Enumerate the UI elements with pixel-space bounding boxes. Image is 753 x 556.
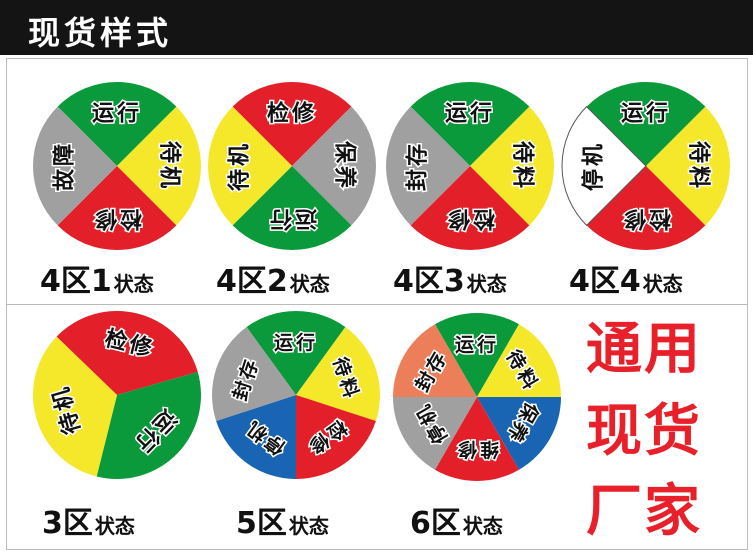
disc-segment <box>410 166 530 251</box>
disc-segment <box>232 82 352 166</box>
caption-suffix: 状态 <box>462 514 503 538</box>
disc-segment <box>386 106 470 226</box>
segment-label: 封存 <box>404 141 430 191</box>
segment-label: 待机 <box>226 141 252 191</box>
disc-segment <box>32 336 117 477</box>
disc-segment <box>646 106 730 226</box>
segment-label: 保养 <box>332 140 358 191</box>
caption-suffix: 状态 <box>466 272 507 296</box>
disc-segment <box>208 106 292 226</box>
segment-label: 运行 <box>274 331 318 354</box>
disc-segment <box>393 397 477 470</box>
disc-segment <box>57 166 177 251</box>
header-title: 现货样式 <box>28 14 173 52</box>
segment-label: 维修 <box>455 438 499 461</box>
slogan-line: 现货 <box>586 399 702 464</box>
caption-main: 6区 <box>410 506 461 541</box>
caption-4zone-3: 4区3 状态 <box>393 256 507 300</box>
disc-segment <box>33 106 117 226</box>
disc-segment <box>56 311 198 395</box>
segment-label: 检修 <box>621 206 671 232</box>
disc-segment <box>232 166 352 251</box>
disc-segment <box>117 106 202 226</box>
segment-label: 待料 <box>686 141 712 191</box>
disc-segment <box>216 395 296 479</box>
disc-segment <box>435 313 519 397</box>
caption-suffix: 状态 <box>642 272 683 296</box>
disc-segment <box>477 324 561 397</box>
caption-main: 4区1 <box>40 264 112 299</box>
segment-label: 检修 <box>92 206 142 232</box>
row-divider <box>6 304 747 305</box>
segment-label: 运行 <box>92 100 142 126</box>
segment-label: 待机 <box>157 141 183 191</box>
disc-segment <box>96 371 201 479</box>
disc-segment <box>246 311 346 395</box>
caption-4zone-4: 4区4 状态 <box>569 256 683 300</box>
caption-suffix: 状态 <box>94 514 135 538</box>
slogan-line: 厂家 <box>586 479 702 544</box>
slogan-line: 通用 <box>586 317 702 382</box>
caption-5zone: 5区 状态 <box>236 498 329 542</box>
segment-label: 检修 <box>267 100 317 126</box>
caption-4zone-2: 4区2 状态 <box>216 256 330 300</box>
caption-main: 4区4 <box>569 264 641 299</box>
caption-main: 3区 <box>42 506 93 541</box>
disc-segment <box>410 82 530 166</box>
disc-segment <box>470 106 554 226</box>
disc-segment <box>586 166 706 251</box>
disc-segment <box>296 327 380 421</box>
disc-segment <box>393 324 477 397</box>
disc-segment <box>212 327 296 421</box>
disc-segment <box>435 397 519 481</box>
header-bar: 现货样式 <box>0 0 753 55</box>
caption-suffix: 状态 <box>289 272 330 296</box>
disc-segment <box>477 397 561 470</box>
segment-label: 运行 <box>455 333 499 356</box>
segment-label: 运行 <box>267 206 317 232</box>
caption-3zone: 3区 状态 <box>42 498 135 542</box>
segment-label: 运行 <box>621 100 671 126</box>
segment-label: 待料 <box>510 141 536 191</box>
caption-suffix: 状态 <box>113 272 154 296</box>
caption-suffix: 状态 <box>288 514 329 538</box>
caption-6zone: 6区 状态 <box>410 498 503 542</box>
disc-segment <box>57 82 177 166</box>
segment-label: 停机 <box>580 141 606 191</box>
disc-segment <box>586 82 706 166</box>
disc-segment <box>292 106 376 226</box>
segment-label: 故障 <box>51 141 77 191</box>
caption-4zone-1: 4区1 状态 <box>40 256 154 300</box>
caption-main: 4区2 <box>216 264 288 299</box>
caption-main: 5区 <box>236 506 287 541</box>
segment-label: 运行 <box>445 100 495 126</box>
caption-main: 4区3 <box>393 264 465 299</box>
disc-segment <box>296 395 376 479</box>
segment-label: 检修 <box>445 206 495 232</box>
disc-segment <box>561 105 647 227</box>
